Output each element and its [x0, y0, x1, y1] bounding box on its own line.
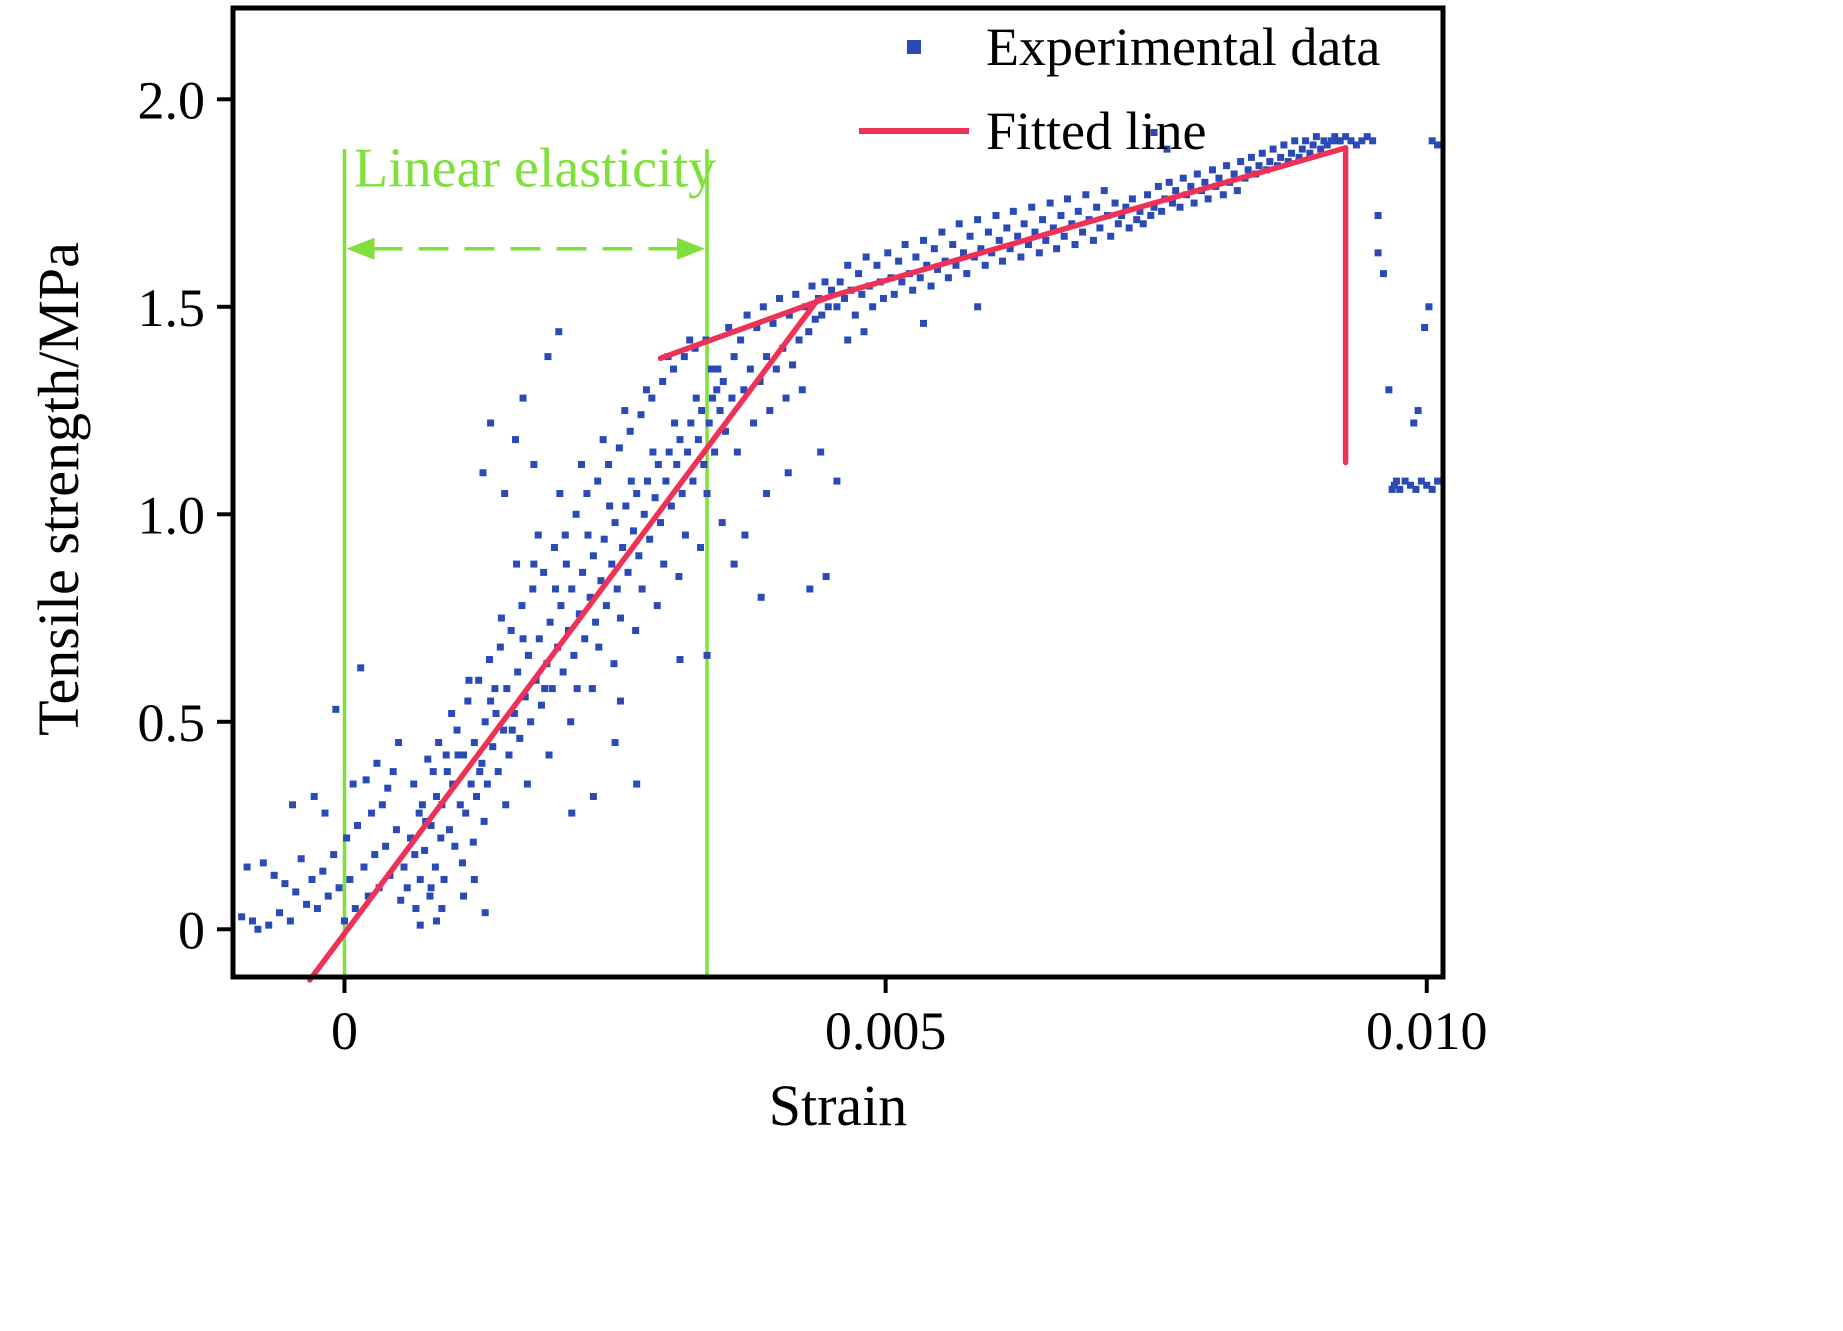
axis-ticks: 0 0.005 0.010 0 0.5 1.0 1.5 2.0	[138, 70, 1488, 1061]
legend-label-fitted-line: Fitted line	[986, 101, 1207, 161]
y-tick-label: 1.5	[138, 278, 206, 338]
legend-item-fitted-line: Fitted line	[848, 92, 1380, 170]
arrowhead-right-icon	[677, 237, 706, 260]
arrowhead-left-icon	[346, 237, 375, 260]
linear-elasticity-annotation: Linear elasticity	[342, 137, 716, 977]
fitted-line-marker	[859, 128, 969, 134]
y-axis-title: Tensile strength/MPa	[26, 242, 91, 736]
annotation-label: Linear elasticity	[354, 137, 716, 199]
x-axis-title: Strain	[768, 1073, 908, 1138]
legend-item-experimental-data: Experimental data	[848, 8, 1380, 86]
scatter-marker-swatch	[848, 40, 980, 54]
fitted-line	[307, 145, 1349, 983]
legend: Experimental data Fitted line	[848, 8, 1380, 170]
y-tick-label: 0	[178, 900, 205, 960]
y-tick-label: 2.0	[138, 70, 206, 130]
x-tick-label: 0	[331, 1001, 358, 1061]
line-marker-swatch	[848, 128, 980, 134]
experimental-data-marker	[907, 40, 921, 54]
y-tick-label: 1.0	[138, 485, 206, 545]
plot-border	[230, 5, 1446, 980]
y-tick-label: 0.5	[138, 693, 206, 753]
x-tick-label: 0.005	[825, 1001, 947, 1061]
x-tick-label: 0.010	[1366, 1001, 1488, 1061]
experimental-data-points	[238, 128, 1442, 933]
legend-label-experimental-data: Experimental data	[986, 17, 1381, 77]
